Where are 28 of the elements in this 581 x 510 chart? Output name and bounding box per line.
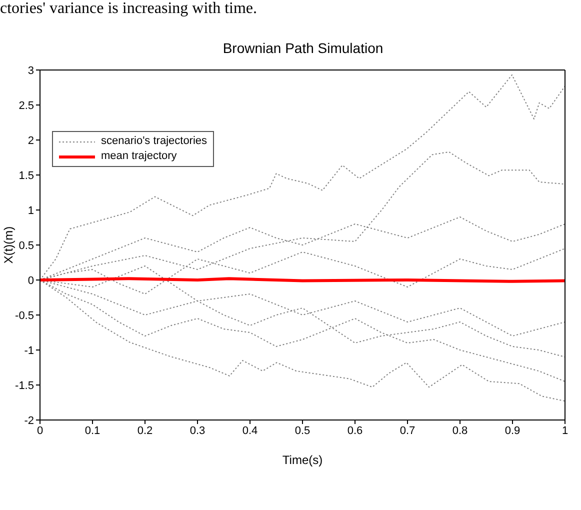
legend-label: mean trajectory xyxy=(101,149,177,164)
x-tick-label: 0.3 xyxy=(190,424,206,437)
x-tick-label: 0.1 xyxy=(84,424,100,437)
text: ctories' variance is increasing with time. xyxy=(0,0,258,18)
x-tick-label: 1 xyxy=(562,424,568,437)
chart-title: Brownian Path Simulation xyxy=(222,40,384,56)
x-tick-label: 0.2 xyxy=(137,424,153,437)
x-tick-label: 0.4 xyxy=(242,424,258,437)
y-tick-label: -0.5 xyxy=(15,310,34,322)
y-tick-label: 3 xyxy=(28,64,34,77)
legend-label: scenario's trajectories xyxy=(101,134,208,149)
y-axis-title: X(t)(m) xyxy=(1,226,16,264)
y-tick-label: 1 xyxy=(28,204,34,217)
x-tick-label: 0.6 xyxy=(347,424,363,437)
x-axis-title: Time(s) xyxy=(282,453,323,467)
y-tick-label: 0.5 xyxy=(18,240,34,252)
x-tick-label: 0 xyxy=(36,424,44,437)
y-tick-label: -2 xyxy=(24,414,34,427)
x-tick-label: 0.8 xyxy=(452,424,468,437)
y-tick-label: -1 xyxy=(24,344,34,357)
y-tick-label: -1.5 xyxy=(15,380,34,392)
y-tick-label: 2 xyxy=(28,134,34,147)
y-tick-label: 0 xyxy=(28,274,34,287)
y-tick-label: 1.5 xyxy=(18,170,34,182)
y-tick-label: 2.5 xyxy=(18,100,34,112)
x-tick-label: 0.9 xyxy=(504,424,520,437)
x-tick-label: 0.7 xyxy=(400,424,416,437)
x-tick-label: 0.5 xyxy=(294,424,310,437)
